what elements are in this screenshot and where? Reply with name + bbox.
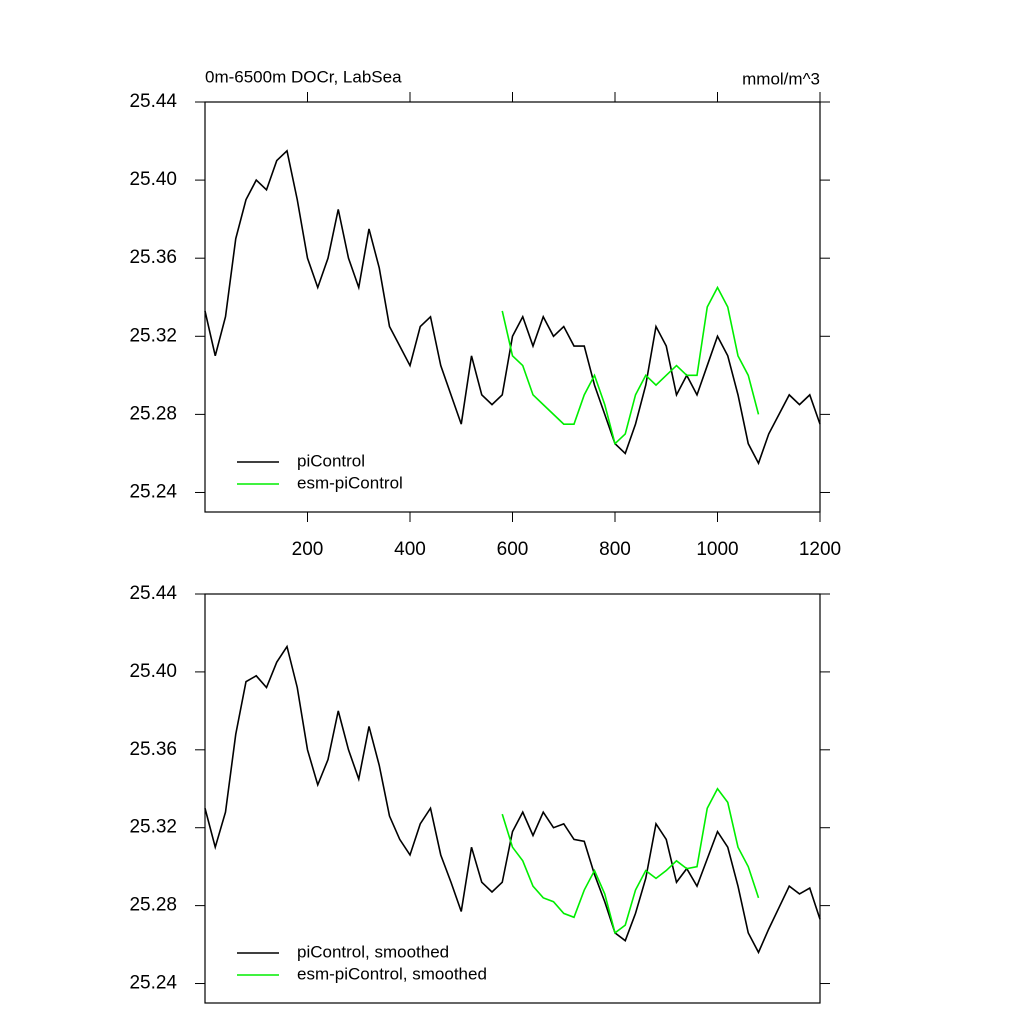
legend-label: esm-piControl bbox=[297, 473, 403, 492]
legend-label: piControl bbox=[297, 451, 365, 470]
series-line bbox=[204, 644, 821, 955]
y-tick-label: 25.24 bbox=[129, 481, 177, 502]
y-tick-label: 25.24 bbox=[129, 973, 177, 994]
y-tick-label: 25.40 bbox=[129, 169, 177, 190]
y-tick-label: 25.32 bbox=[129, 325, 177, 346]
series-line bbox=[501, 787, 760, 935]
legend-label: piControl, smoothed bbox=[297, 942, 449, 961]
y-tick-label: 25.44 bbox=[129, 583, 177, 604]
y-tick-label: 25.44 bbox=[129, 91, 177, 112]
y-tick-label: 25.28 bbox=[129, 895, 177, 916]
x-tick-label: 400 bbox=[394, 539, 426, 560]
x-tick-label: 800 bbox=[599, 539, 631, 560]
y-tick-label: 25.40 bbox=[129, 661, 177, 682]
chart-title: 0m-6500m DOCr, LabSea bbox=[205, 67, 402, 86]
plot-frame bbox=[204, 593, 821, 1004]
x-tick-label: 600 bbox=[497, 539, 529, 560]
y-tick-label: 25.36 bbox=[129, 247, 177, 268]
units-label: mmol/m^3 bbox=[742, 69, 820, 88]
y-tick-label: 25.32 bbox=[129, 817, 177, 838]
x-tick-label: 1200 bbox=[799, 539, 841, 560]
x-tick-label: 200 bbox=[292, 539, 324, 560]
y-tick-label: 25.36 bbox=[129, 739, 177, 760]
legend-label: esm-piControl, smoothed bbox=[297, 964, 487, 983]
series-line bbox=[204, 149, 821, 466]
x-tick-label: 1000 bbox=[696, 539, 738, 560]
series-line bbox=[501, 285, 760, 446]
y-tick-label: 25.28 bbox=[129, 403, 177, 424]
